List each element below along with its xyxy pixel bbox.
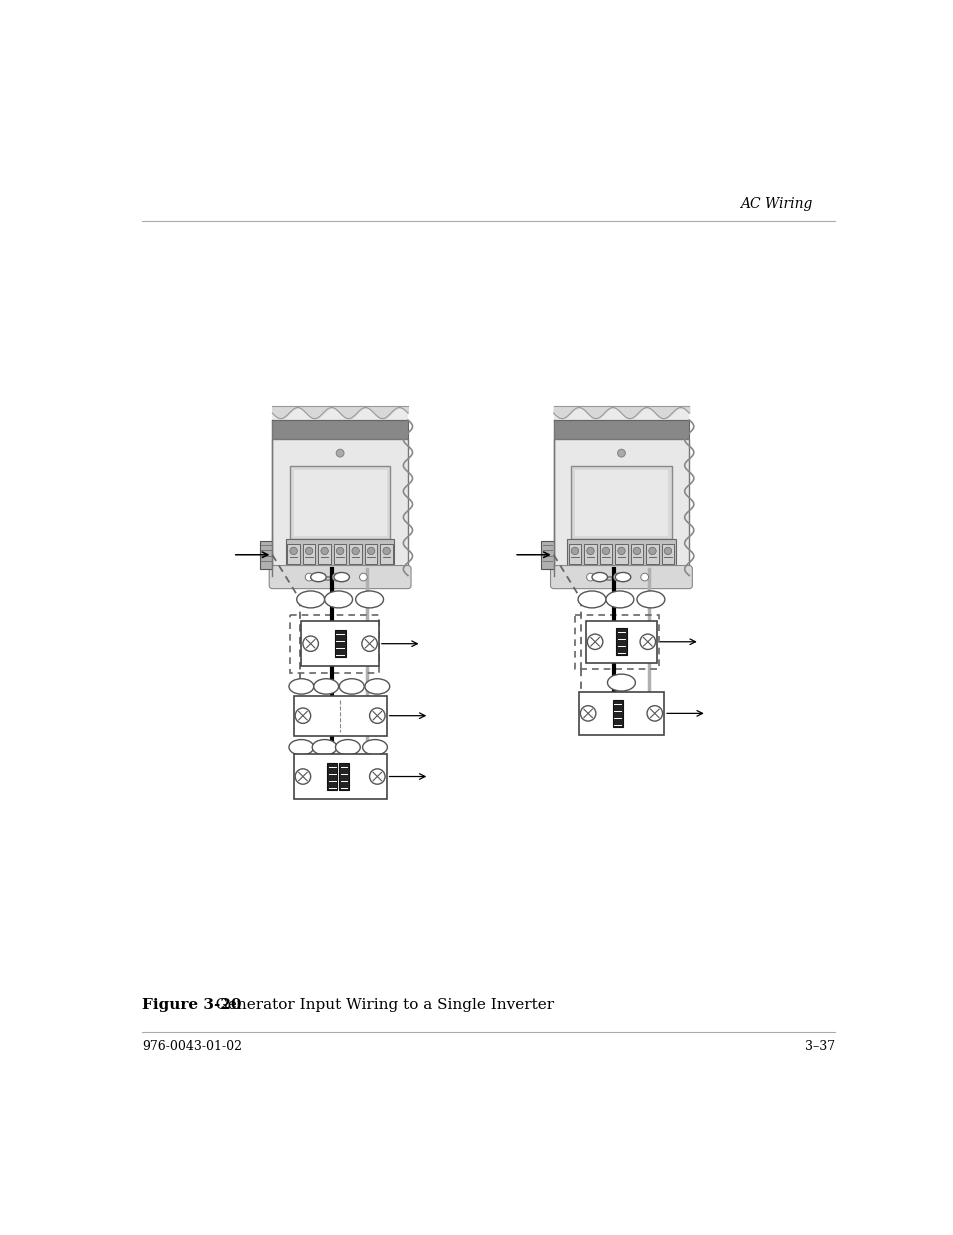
Circle shape [617, 450, 624, 457]
FancyBboxPatch shape [272, 406, 408, 443]
Ellipse shape [355, 592, 383, 608]
FancyBboxPatch shape [550, 566, 692, 589]
Circle shape [305, 547, 313, 555]
Circle shape [613, 573, 620, 580]
FancyBboxPatch shape [553, 440, 688, 576]
Text: 976-0043-01-02: 976-0043-01-02 [142, 1040, 242, 1053]
FancyBboxPatch shape [335, 630, 345, 657]
FancyBboxPatch shape [585, 621, 657, 663]
Text: Figure 3-20: Figure 3-20 [142, 998, 242, 1011]
Ellipse shape [637, 592, 664, 608]
Circle shape [367, 547, 375, 555]
FancyBboxPatch shape [349, 543, 361, 564]
Circle shape [382, 547, 390, 555]
Circle shape [320, 547, 328, 555]
FancyBboxPatch shape [583, 543, 596, 564]
Circle shape [352, 547, 359, 555]
Circle shape [305, 573, 313, 580]
Ellipse shape [334, 573, 349, 582]
Circle shape [618, 547, 624, 555]
Circle shape [639, 634, 655, 650]
FancyBboxPatch shape [338, 763, 349, 790]
Ellipse shape [362, 740, 387, 755]
Circle shape [586, 573, 594, 580]
Ellipse shape [607, 674, 635, 692]
FancyBboxPatch shape [571, 466, 671, 540]
FancyBboxPatch shape [380, 543, 393, 564]
Circle shape [369, 769, 385, 784]
Circle shape [369, 708, 385, 724]
Text: Generator Input Wiring to a Single Inverter: Generator Input Wiring to a Single Inver… [200, 998, 553, 1011]
FancyBboxPatch shape [294, 695, 386, 736]
FancyBboxPatch shape [272, 440, 408, 576]
FancyBboxPatch shape [568, 543, 580, 564]
FancyBboxPatch shape [272, 420, 408, 440]
FancyBboxPatch shape [612, 700, 622, 727]
FancyBboxPatch shape [615, 543, 627, 564]
Circle shape [361, 636, 377, 651]
Circle shape [633, 547, 640, 555]
Circle shape [646, 705, 661, 721]
FancyBboxPatch shape [578, 692, 663, 735]
FancyBboxPatch shape [286, 540, 394, 568]
Text: AC Wiring: AC Wiring [740, 198, 812, 211]
FancyBboxPatch shape [553, 420, 688, 440]
FancyBboxPatch shape [318, 543, 331, 564]
Circle shape [294, 708, 311, 724]
Circle shape [336, 547, 343, 555]
Ellipse shape [314, 679, 338, 694]
FancyBboxPatch shape [287, 543, 299, 564]
Circle shape [663, 547, 671, 555]
Ellipse shape [289, 740, 314, 755]
Circle shape [586, 547, 594, 555]
FancyBboxPatch shape [301, 621, 378, 666]
Ellipse shape [335, 740, 360, 755]
FancyBboxPatch shape [303, 543, 315, 564]
Circle shape [359, 573, 367, 580]
FancyBboxPatch shape [553, 406, 688, 443]
FancyBboxPatch shape [334, 543, 346, 564]
FancyBboxPatch shape [294, 471, 386, 536]
Ellipse shape [605, 592, 633, 608]
FancyBboxPatch shape [259, 541, 272, 568]
Circle shape [579, 705, 596, 721]
Circle shape [332, 573, 340, 580]
Circle shape [571, 547, 578, 555]
Ellipse shape [578, 592, 605, 608]
Text: 3–37: 3–37 [804, 1040, 835, 1053]
FancyBboxPatch shape [567, 540, 675, 568]
FancyBboxPatch shape [661, 543, 674, 564]
FancyBboxPatch shape [290, 466, 390, 540]
Ellipse shape [339, 679, 364, 694]
Ellipse shape [592, 573, 607, 582]
Ellipse shape [289, 679, 314, 694]
Circle shape [335, 450, 344, 457]
Circle shape [601, 547, 609, 555]
FancyBboxPatch shape [294, 755, 386, 799]
Circle shape [290, 547, 297, 555]
FancyBboxPatch shape [616, 629, 626, 656]
Ellipse shape [311, 573, 326, 582]
Ellipse shape [615, 573, 630, 582]
Ellipse shape [312, 740, 336, 755]
FancyBboxPatch shape [269, 566, 411, 589]
Circle shape [303, 636, 318, 651]
FancyBboxPatch shape [575, 471, 667, 536]
FancyBboxPatch shape [599, 543, 612, 564]
Circle shape [587, 634, 602, 650]
Circle shape [640, 573, 648, 580]
Circle shape [648, 547, 656, 555]
Circle shape [294, 769, 311, 784]
Ellipse shape [365, 679, 390, 694]
FancyBboxPatch shape [365, 543, 377, 564]
Ellipse shape [324, 592, 353, 608]
Ellipse shape [296, 592, 324, 608]
FancyBboxPatch shape [540, 541, 553, 568]
FancyBboxPatch shape [630, 543, 642, 564]
FancyBboxPatch shape [645, 543, 658, 564]
FancyBboxPatch shape [327, 763, 337, 790]
